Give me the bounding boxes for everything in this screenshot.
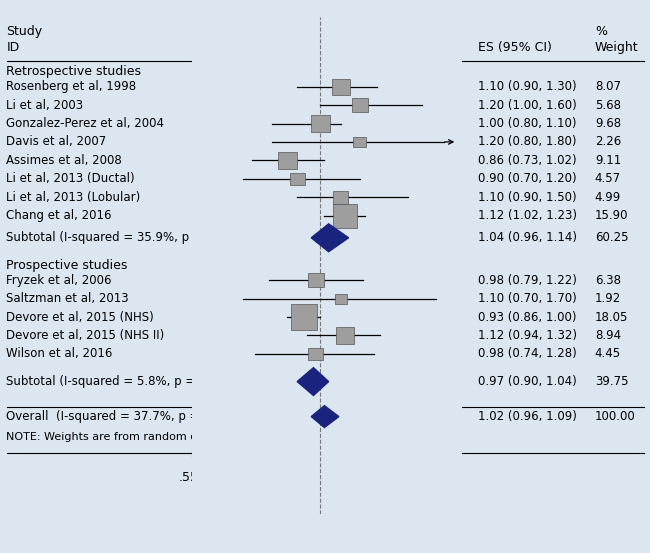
FancyBboxPatch shape (335, 294, 347, 304)
Text: Prospective studies: Prospective studies (6, 259, 128, 272)
Text: 1.20 (1.00, 1.60): 1.20 (1.00, 1.60) (478, 98, 577, 112)
Text: Study: Study (6, 25, 43, 38)
Text: 0.93 (0.86, 1.00): 0.93 (0.86, 1.00) (478, 311, 577, 324)
Text: 1.8: 1.8 (438, 471, 458, 484)
Text: Li et al, 2013 (Lobular): Li et al, 2013 (Lobular) (6, 191, 141, 204)
Text: 4.45: 4.45 (595, 347, 621, 361)
FancyBboxPatch shape (354, 137, 366, 147)
Text: 39.75: 39.75 (595, 375, 629, 388)
FancyBboxPatch shape (278, 152, 296, 169)
FancyBboxPatch shape (352, 98, 368, 112)
FancyBboxPatch shape (307, 273, 324, 288)
Text: %: % (595, 25, 606, 38)
Text: 9.11: 9.11 (595, 154, 621, 167)
Text: 18.05: 18.05 (595, 311, 628, 324)
Text: Fryzek et al, 2006: Fryzek et al, 2006 (6, 274, 112, 286)
Text: Retrospective studies: Retrospective studies (6, 65, 142, 79)
Text: .: . (6, 249, 8, 255)
Text: Overall  (I-squared = 37.7%, p = 0.083): Overall (I-squared = 37.7%, p = 0.083) (6, 410, 242, 423)
Text: .556: .556 (178, 471, 206, 484)
FancyBboxPatch shape (332, 79, 350, 95)
Text: 0.98 (0.74, 1.28): 0.98 (0.74, 1.28) (478, 347, 577, 361)
Text: 1.20 (0.80, 1.80): 1.20 (0.80, 1.80) (478, 135, 577, 148)
FancyBboxPatch shape (290, 173, 305, 185)
Text: 1.12 (0.94, 1.32): 1.12 (0.94, 1.32) (478, 329, 577, 342)
Text: 60.25: 60.25 (595, 231, 629, 244)
Text: 0.98 (0.79, 1.22): 0.98 (0.79, 1.22) (478, 274, 577, 286)
Text: 1.02 (0.96, 1.09): 1.02 (0.96, 1.09) (478, 410, 577, 423)
Text: Rosenberg et al, 1998: Rosenberg et al, 1998 (6, 80, 136, 93)
FancyBboxPatch shape (311, 114, 330, 132)
Text: 5.68: 5.68 (595, 98, 621, 112)
FancyBboxPatch shape (333, 204, 357, 227)
Text: 9.68: 9.68 (595, 117, 621, 130)
Text: 8.07: 8.07 (595, 80, 621, 93)
Text: 6.38: 6.38 (595, 274, 621, 286)
Text: Li et al, 2013 (Ductal): Li et al, 2013 (Ductal) (6, 173, 135, 185)
Text: ID: ID (6, 41, 20, 54)
Text: 100.00: 100.00 (595, 410, 636, 423)
Text: 15.90: 15.90 (595, 209, 629, 222)
Text: 1: 1 (316, 471, 324, 484)
Text: .: . (6, 393, 8, 399)
Text: 1.12 (1.02, 1.23): 1.12 (1.02, 1.23) (478, 209, 577, 222)
Text: Subtotal (I-squared = 35.9%, p = 0.142): Subtotal (I-squared = 35.9%, p = 0.142) (6, 231, 245, 244)
Text: NOTE: Weights are from random effects analysis: NOTE: Weights are from random effects an… (6, 432, 278, 442)
Polygon shape (311, 224, 348, 252)
Text: 0.90 (0.70, 1.20): 0.90 (0.70, 1.20) (478, 173, 577, 185)
Text: 1.10 (0.70, 1.70): 1.10 (0.70, 1.70) (478, 292, 577, 305)
Text: 1.04 (0.96, 1.14): 1.04 (0.96, 1.14) (478, 231, 577, 244)
Text: Devore et al, 2015 (NHS): Devore et al, 2015 (NHS) (6, 311, 154, 324)
Polygon shape (311, 406, 339, 427)
FancyBboxPatch shape (308, 348, 323, 360)
FancyBboxPatch shape (333, 191, 348, 204)
Text: 4.99: 4.99 (595, 191, 621, 204)
Text: Saltzman et al, 2013: Saltzman et al, 2013 (6, 292, 129, 305)
Text: Subtotal (I-squared = 5.8%, p = 0.374): Subtotal (I-squared = 5.8%, p = 0.374) (6, 375, 238, 388)
Text: 1.92: 1.92 (595, 292, 621, 305)
Text: ES (95% CI): ES (95% CI) (478, 41, 552, 54)
Text: 0.97 (0.90, 1.04): 0.97 (0.90, 1.04) (478, 375, 577, 388)
Text: Assimes et al, 2008: Assimes et al, 2008 (6, 154, 122, 167)
Text: Gonzalez-Perez et al, 2004: Gonzalez-Perez et al, 2004 (6, 117, 164, 130)
Text: 8.94: 8.94 (595, 329, 621, 342)
Text: 1.10 (0.90, 1.30): 1.10 (0.90, 1.30) (478, 80, 577, 93)
Text: Davis et al, 2007: Davis et al, 2007 (6, 135, 107, 148)
Text: 0.86 (0.73, 1.02): 0.86 (0.73, 1.02) (478, 154, 577, 167)
Text: Chang et al, 2016: Chang et al, 2016 (6, 209, 112, 222)
Text: 2.26: 2.26 (595, 135, 621, 148)
Text: Wilson et al, 2016: Wilson et al, 2016 (6, 347, 113, 361)
FancyBboxPatch shape (335, 327, 354, 344)
Polygon shape (297, 368, 329, 395)
Text: Li et al, 2003: Li et al, 2003 (6, 98, 84, 112)
FancyBboxPatch shape (291, 304, 317, 330)
Text: 1.10 (0.90, 1.50): 1.10 (0.90, 1.50) (478, 191, 577, 204)
Text: Weight: Weight (595, 41, 638, 54)
Text: 4.57: 4.57 (595, 173, 621, 185)
Text: Devore et al, 2015 (NHS II): Devore et al, 2015 (NHS II) (6, 329, 164, 342)
Text: 1.00 (0.80, 1.10): 1.00 (0.80, 1.10) (478, 117, 577, 130)
